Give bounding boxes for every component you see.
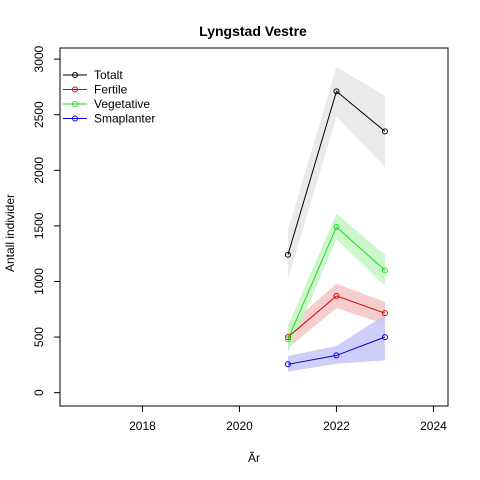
series-line-1 (287, 295, 386, 338)
legend-marker-3 (72, 115, 78, 122)
y-tick-label: 0 (32, 389, 46, 396)
y-tick-label: 1000 (32, 268, 46, 295)
legend-marker-1 (72, 86, 78, 93)
legend-label-3: Smaplanter (94, 112, 155, 126)
data-point (333, 292, 340, 299)
series-line-0 (287, 90, 386, 255)
series-line-2 (287, 226, 386, 340)
legend-marker-2 (72, 101, 78, 107)
data-point (284, 336, 291, 343)
legend-label-1: Fertile (94, 83, 128, 97)
data-point (333, 352, 340, 359)
y-tick-label: 2500 (32, 101, 46, 128)
band-0 (287, 66, 385, 280)
band-1 (287, 283, 385, 349)
y-axis-label: Antall individer (3, 194, 17, 272)
x-tick-label: 2022 (323, 419, 350, 433)
y-tick-label: 2000 (32, 157, 46, 184)
x-tick-label: 2024 (420, 419, 447, 433)
legend-marker-0 (72, 72, 78, 78)
data-point (284, 361, 291, 368)
data-point (381, 334, 388, 341)
legend-label-2: Vegetative (94, 97, 150, 111)
x-axis-label: Ãr (248, 451, 260, 465)
x-tick-label: 2018 (129, 419, 156, 433)
chart-title: Lyngstad Vestre (199, 23, 307, 39)
y-tick-label: 1500 (32, 212, 46, 239)
data-point (381, 128, 388, 135)
y-tick-label: 500 (32, 327, 46, 347)
y-tick-label: 3000 (32, 45, 46, 72)
data-point (381, 267, 388, 274)
series-lines (284, 88, 388, 368)
data-point (284, 251, 291, 258)
confidence-bands (287, 66, 385, 372)
legend-label-0: Totalt (94, 68, 123, 82)
x-tick-label: 2020 (226, 419, 253, 433)
data-point (284, 334, 291, 341)
plot-frame (59, 47, 449, 407)
data-point (381, 310, 388, 317)
series-line-3 (287, 336, 386, 365)
data-point (333, 88, 340, 95)
band-3 (287, 314, 385, 372)
data-point (333, 224, 340, 230)
